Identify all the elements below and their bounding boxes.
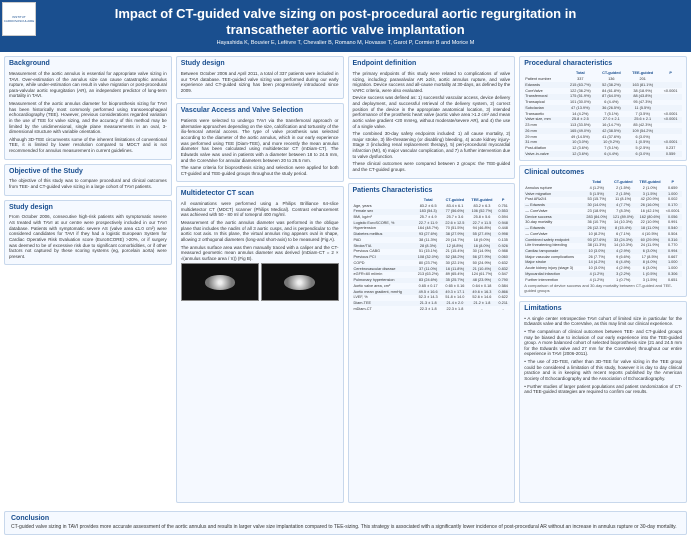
endpoint-p1: The primary endpoints of this study were… bbox=[353, 71, 511, 94]
title-line1: Impact of CT-guided valve sizing on post… bbox=[115, 6, 577, 21]
studydesign-left-title: Study design bbox=[9, 204, 167, 213]
studydesign-top-p1: Between October 2006 and April 2011, a t… bbox=[181, 71, 339, 94]
vascular-p1: Patients were selected to undergo TAVI v… bbox=[181, 118, 339, 163]
procedural-table: TotalCT-guidedTEE-guidedPPatient number3… bbox=[524, 71, 682, 157]
ct-figure-a bbox=[181, 263, 259, 301]
patchar-panel: Patients Characteristics TotalCT-guidedT… bbox=[348, 183, 516, 504]
outcomes-title: Clinical outcomes bbox=[524, 169, 682, 178]
limitations-panel: Limitations • A single center retrospect… bbox=[519, 301, 687, 503]
endpoint-panel: Endpoint definition The primary endpoint… bbox=[348, 56, 516, 178]
institute-logo: INSTITUT CARDIOVASCULAIRE bbox=[2, 2, 36, 36]
ct-figure-b bbox=[261, 263, 339, 301]
conclusion-panel: Conclusion CT-guided valve sizing in TAV… bbox=[4, 511, 687, 535]
objective-p1: The objective of this study was to compa… bbox=[9, 178, 167, 189]
ctscan-p3: The annulus surface area was then manual… bbox=[181, 245, 339, 262]
limitations-p3: • The use of 2D-TEE, rather than 3D-TEE … bbox=[524, 359, 682, 382]
procedural-title: Procedural characteristics bbox=[524, 60, 682, 69]
column-4: Procedural characteristics TotalCT-guide… bbox=[519, 56, 687, 503]
ct-figure-pair bbox=[181, 263, 339, 301]
limitations-title: Limitations bbox=[524, 305, 682, 314]
outcomes-table: TotalCT-guidedTEE-guidedPAnnulus rupture… bbox=[524, 180, 682, 283]
studydesign-left-p1: From October 2006, consecutive high-risk… bbox=[9, 214, 167, 259]
limitations-p1: • A single center retrospective TAVI coh… bbox=[524, 316, 682, 327]
procedural-panel: Procedural characteristics TotalCT-guide… bbox=[519, 56, 687, 161]
objective-title: Objective of the Study bbox=[9, 168, 167, 177]
authors-line: Hayashida K, Bouvier E, Lefèvre T, Cheva… bbox=[10, 40, 681, 46]
title-bar: Impact of CT-guided valve sizing on post… bbox=[0, 0, 691, 52]
conclusion-text: CT-guided valve sizing in TAVI provides … bbox=[11, 524, 680, 531]
patchar-table: TotalCT-guidedTEE-guidedPAge, years83.2 … bbox=[353, 197, 511, 312]
endpoint-title: Endpoint definition bbox=[353, 60, 511, 69]
limitations-p2: • The comparison of clinical outcomes be… bbox=[524, 329, 682, 357]
poster-title: Impact of CT-guided valve sizing on post… bbox=[10, 6, 681, 37]
ctscan-p2: Measurement of the aortic annulus diamet… bbox=[181, 220, 339, 243]
studydesign-top-panel: Study design Between October 2006 and Ap… bbox=[176, 56, 344, 99]
title-line2: transcatheter aortic valve implantation bbox=[226, 22, 464, 37]
background-panel: Background Measurement of the aortic ann… bbox=[4, 56, 172, 160]
limitations-p4: • Further studies of larger patient popu… bbox=[524, 384, 682, 395]
background-p3: Although 3D-TEE circumvents some of the … bbox=[9, 137, 167, 154]
background-title: Background bbox=[9, 60, 167, 69]
vascular-title: Vascular Access and Valve Selection bbox=[181, 107, 339, 116]
vascular-panel: Vascular Access and Valve Selection Pati… bbox=[176, 103, 344, 182]
objective-panel: Objective of the Study The objective of … bbox=[4, 164, 172, 196]
studydesign-top-title: Study design bbox=[181, 60, 339, 69]
outcomes-panel: Clinical outcomes TotalCT-guidedTEE-guid… bbox=[519, 165, 687, 297]
ctscan-p1: All examinations were performed using a … bbox=[181, 201, 339, 218]
endpoint-p3: The combined 30-day safety endpoints inc… bbox=[353, 131, 511, 159]
patchar-title: Patients Characteristics bbox=[353, 187, 511, 196]
endpoint-p4: These clinical outcomes were compared be… bbox=[353, 161, 511, 172]
outcomes-note: A comparison of device success and 30-da… bbox=[524, 283, 682, 293]
background-p2: Measurement of the aortic annulus diamet… bbox=[9, 101, 167, 135]
column-2: Study design Between October 2006 and Ap… bbox=[176, 56, 344, 503]
studydesign-left-panel: Study design From October 2006, consecut… bbox=[4, 200, 172, 266]
ctscan-title: Multidetector CT scan bbox=[181, 190, 339, 199]
background-p1: Measurement of the aortic annulus is ess… bbox=[9, 71, 167, 99]
vascular-p2: The same criteria for bioprosthesis sizi… bbox=[181, 165, 339, 176]
conclusion-title: Conclusion bbox=[11, 515, 680, 522]
poster-body: Background Measurement of the aortic ann… bbox=[0, 52, 691, 507]
column-1: Background Measurement of the aortic ann… bbox=[4, 56, 172, 503]
column-3: Endpoint definition The primary endpoint… bbox=[348, 56, 516, 503]
ctscan-panel: Multidetector CT scan All examinations w… bbox=[176, 186, 344, 503]
endpoint-p2: Device success was defined as: 1) succes… bbox=[353, 95, 511, 129]
